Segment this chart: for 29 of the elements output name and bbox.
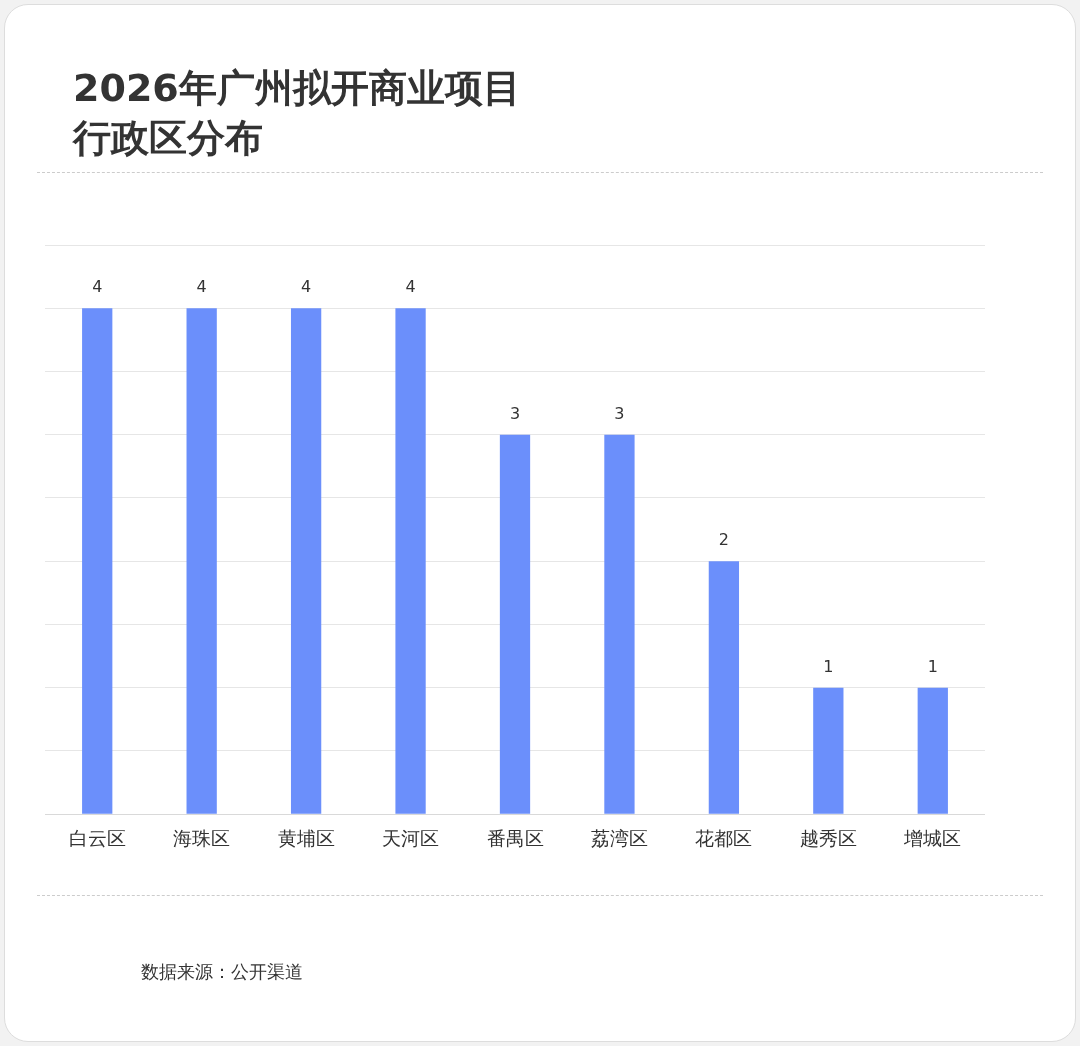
bar <box>290 308 322 814</box>
data-label: 3 <box>614 403 625 423</box>
bar <box>82 308 113 814</box>
bar <box>813 687 844 814</box>
data-label: 1 <box>927 656 938 676</box>
data-label: 4 <box>196 277 207 297</box>
source-note: 数据来源：公开渠道 <box>141 960 303 984</box>
bar <box>395 308 426 814</box>
bar <box>499 434 531 814</box>
x-tick-label: 越秀区 <box>799 826 857 849</box>
x-tick-label: 黄埔区 <box>277 826 335 849</box>
x-tick-label: 天河区 <box>382 826 440 849</box>
bar <box>604 434 635 814</box>
bar <box>917 687 948 814</box>
data-label: 1 <box>823 656 834 676</box>
x-tick-label: 花都区 <box>695 826 753 849</box>
bar <box>708 561 740 814</box>
x-tick-label: 荔湾区 <box>590 826 648 849</box>
data-label: 3 <box>509 403 521 423</box>
data-label: 2 <box>718 530 729 550</box>
x-tick-label: 海珠区 <box>173 826 231 849</box>
x-tick-label: 增城区 <box>903 826 962 849</box>
data-label: 4 <box>301 277 312 297</box>
x-tick-label: 白云区 <box>68 826 126 849</box>
chart-title: 2026年广州拟开商业项目行政区分布 <box>73 65 522 162</box>
data-label: 4 <box>405 277 416 297</box>
data-label: 4 <box>92 277 103 297</box>
x-tick-label: 番禺区 <box>486 826 544 849</box>
bar <box>186 308 217 814</box>
